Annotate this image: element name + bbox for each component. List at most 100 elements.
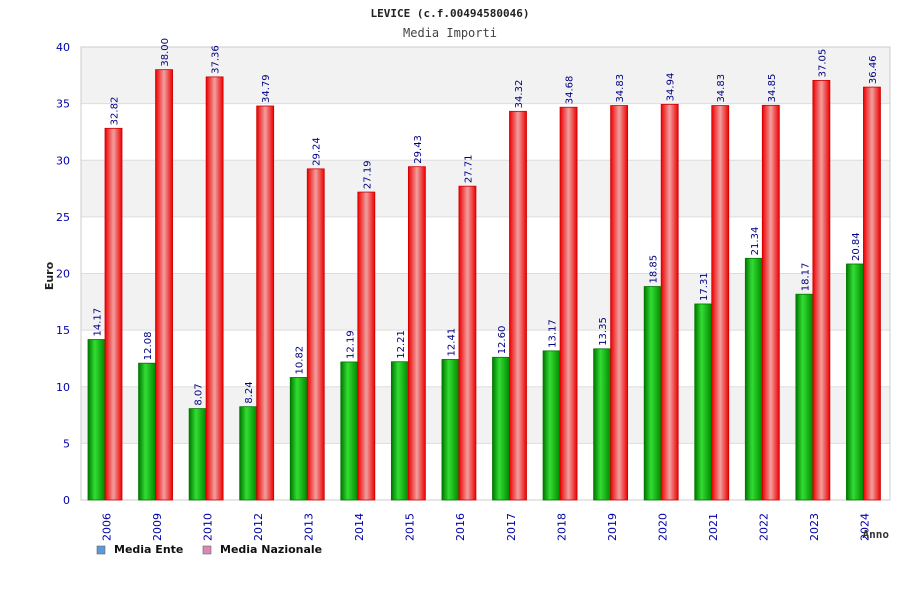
bar-media-nazionale	[357, 191, 376, 501]
data-label: 21.34	[750, 227, 761, 256]
bar-media-nazionale	[256, 105, 275, 501]
bar-media-nazionale	[711, 105, 730, 501]
bar-media-ente	[744, 257, 763, 501]
bar-media-nazionale	[812, 80, 831, 501]
legend-label: Media Nazionale	[220, 543, 322, 556]
bar-media-ente	[289, 377, 308, 501]
data-label: 18.17	[800, 263, 811, 292]
bar-media-ente	[694, 303, 713, 501]
bar-media-nazionale	[306, 168, 325, 501]
x-tick-label: 2014	[353, 513, 366, 541]
data-label: 37.36	[211, 45, 222, 74]
data-label: 34.32	[514, 80, 525, 109]
data-label: 12.08	[143, 332, 154, 361]
x-tick-label: 2023	[808, 513, 821, 541]
bar-media-nazionale	[761, 104, 780, 501]
y-tick-label: 35	[56, 98, 70, 111]
bar-media-nazionale	[660, 103, 679, 501]
bar-media-ente	[87, 339, 106, 501]
data-label: 38.00	[160, 38, 171, 67]
x-tick-label: 2009	[151, 513, 164, 541]
bar-media-ente	[593, 348, 612, 501]
data-label: 29.24	[312, 137, 323, 166]
data-label: 34.83	[716, 74, 727, 103]
x-tick-label: 2015	[404, 513, 417, 541]
x-axis-label: Anno	[863, 528, 890, 541]
data-label: 34.79	[261, 74, 272, 103]
y-tick-label: 0	[63, 494, 70, 507]
data-label: 12.19	[345, 330, 356, 359]
x-tick-label: 2012	[252, 513, 265, 541]
data-label: 10.82	[295, 346, 306, 375]
data-label: 32.82	[110, 97, 121, 126]
data-label: 13.35	[598, 317, 609, 346]
x-tick-label: 2017	[505, 513, 518, 541]
data-label: 37.05	[817, 49, 828, 78]
bar-media-ente	[340, 361, 359, 501]
data-label: 36.46	[868, 55, 879, 84]
data-label: 8.07	[194, 383, 205, 405]
chart-subtitle: Media Importi	[403, 26, 497, 40]
x-tick-label: 2010	[201, 513, 214, 541]
data-label: 17.31	[699, 272, 710, 301]
bar-media-ente	[492, 356, 510, 501]
x-tick-label: 2024	[859, 513, 872, 541]
y-tick-label: 30	[56, 154, 70, 167]
bar-media-nazionale	[559, 106, 578, 501]
data-label: 13.17	[548, 319, 559, 348]
bar-media-nazionale	[863, 86, 881, 501]
legend-label: Media Ente	[114, 543, 183, 556]
bar-media-ente	[239, 406, 258, 501]
data-label: 34.83	[615, 74, 626, 103]
data-label: 29.43	[413, 135, 424, 164]
bar-media-ente	[138, 362, 156, 501]
bar-media-ente	[643, 286, 662, 501]
bar-media-ente	[846, 263, 864, 501]
y-tick-label: 20	[56, 268, 70, 281]
bar-media-nazionale	[458, 185, 477, 501]
bar-media-ente	[441, 359, 460, 501]
bar-media-nazionale	[155, 69, 173, 501]
x-tick-label: 2013	[303, 513, 316, 541]
legend-swatch-media-nazionale	[202, 545, 212, 555]
bar-media-nazionale	[104, 127, 123, 501]
x-tick-label: 2019	[606, 513, 619, 541]
x-tick-label: 2016	[454, 513, 467, 541]
data-label: 34.68	[565, 76, 576, 105]
data-label: 18.85	[649, 255, 660, 284]
y-tick-label: 10	[56, 381, 70, 394]
bar-media-ente	[188, 408, 207, 501]
y-tick-label: 25	[56, 211, 70, 224]
y-tick-label: 15	[56, 324, 70, 337]
bar-media-ente	[795, 293, 814, 501]
legend-swatch-media-ente	[96, 545, 106, 555]
x-tick-label: 2020	[656, 513, 669, 541]
bar-media-nazionale	[205, 76, 224, 501]
legend: Media Ente Media Nazionale	[96, 543, 322, 556]
bar-media-nazionale	[509, 110, 527, 501]
data-label: 34.85	[767, 74, 778, 103]
chart-title: LEVICE (c.f.00494580046)	[371, 7, 530, 20]
bar-media-ente	[390, 361, 409, 501]
x-tick-label: 2021	[707, 513, 720, 541]
data-label: 27.71	[463, 155, 474, 184]
x-tick-label: 2006	[100, 513, 113, 541]
data-label: 34.94	[666, 73, 677, 102]
bar-media-nazionale	[610, 105, 629, 501]
data-label: 20.84	[851, 232, 862, 261]
bar-media-ente	[542, 350, 561, 501]
y-tick-label: 5	[63, 437, 70, 450]
x-tick-label: 2018	[555, 513, 568, 541]
bar-media-nazionale	[407, 166, 426, 501]
data-label: 8.24	[244, 381, 255, 403]
x-tick-label: 2022	[758, 513, 771, 541]
y-tick-label: 40	[56, 41, 70, 54]
data-label: 12.41	[446, 328, 457, 357]
plot-frame	[80, 46, 891, 501]
data-label: 12.21	[396, 330, 407, 359]
data-label: 14.17	[93, 308, 104, 337]
data-label: 27.19	[362, 160, 373, 189]
data-label: 12.60	[497, 326, 508, 355]
